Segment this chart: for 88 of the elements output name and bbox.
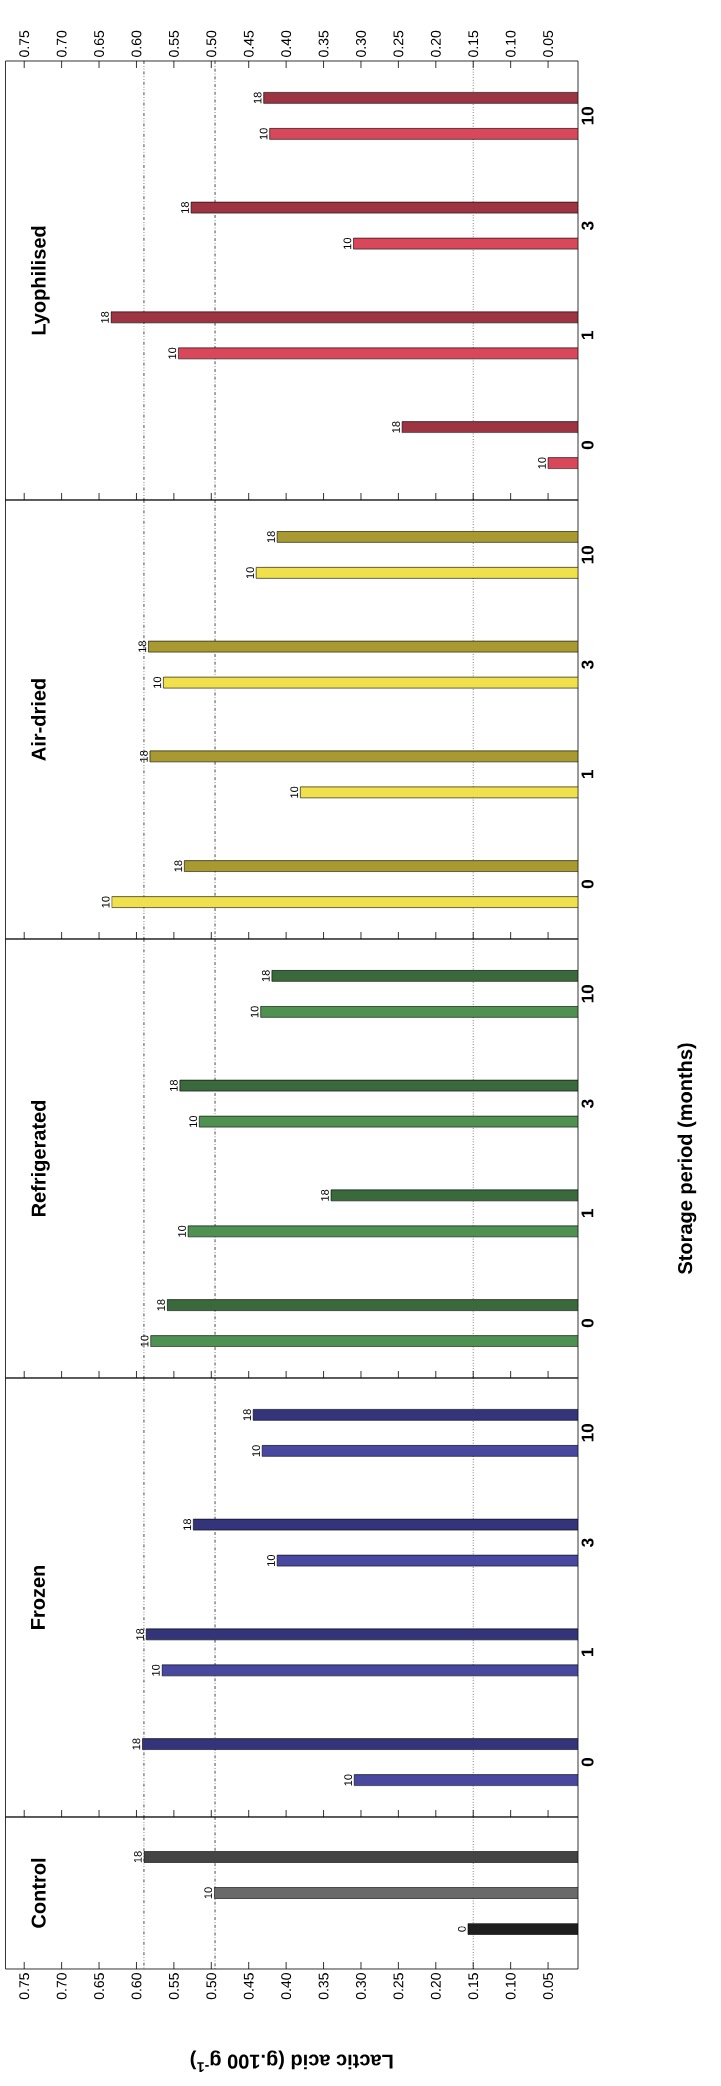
text: 10 <box>140 1335 149 1347</box>
x-tick-label: 0.60 <box>131 1973 142 2000</box>
x-tick-label: 0.10 <box>505 30 516 57</box>
x-tick-label: 0.55 <box>168 30 179 57</box>
x-tick-label: 0.20 <box>430 1973 441 2000</box>
x-tick-label: 0.70 <box>56 30 67 57</box>
text: 10 <box>259 128 268 140</box>
text: Refrigerated <box>31 1100 50 1217</box>
y-axis-title: Storage period (months) <box>677 1043 697 1275</box>
x-tick-label: 0.45 <box>243 1973 254 2000</box>
x-tick-label: 0.25 <box>393 30 404 57</box>
x-tick-label: 0.65 <box>94 30 104 57</box>
text: 18 <box>133 1851 142 1863</box>
y-tick-label: 10 <box>581 985 594 1003</box>
x-tick-label: 0.20 <box>430 30 441 57</box>
text: 18 <box>136 1628 144 1640</box>
text: Frozen <box>31 1565 45 1629</box>
x-tick-label: 0.05 <box>543 1973 554 2000</box>
text: Control <box>31 1858 46 1928</box>
y-tick-label: 3 <box>581 221 594 230</box>
text: 18 <box>392 421 400 433</box>
y-tick-label: 10 <box>581 546 594 564</box>
text: 10 <box>267 1554 275 1566</box>
text: 18 <box>138 640 147 652</box>
y-tick-label: 0 <box>581 441 594 450</box>
x-tick-label: 0.45 <box>243 30 254 57</box>
text: 0 <box>458 1926 466 1932</box>
y-tick-label: 1 <box>581 1209 594 1218</box>
text: 18 <box>157 1299 165 1311</box>
text: 10 <box>250 1006 259 1018</box>
text: 18 <box>321 1189 329 1201</box>
text: 10 <box>178 1225 186 1237</box>
text: 10 <box>151 1664 160 1676</box>
text: 18 <box>183 1518 192 1530</box>
x-tick-label: 0.30 <box>356 1973 366 2000</box>
text: Lyophilised <box>31 226 50 335</box>
text: 18 <box>132 1738 141 1750</box>
x-axis-title: Lactic acid (g.100 g$^{-1}$) <box>190 2050 393 2072</box>
x-tick-label: 0.15 <box>468 1973 479 2000</box>
text: 10 <box>189 1115 198 1127</box>
text: 10 <box>343 237 352 249</box>
text: 18 <box>174 860 183 872</box>
x-tick-label: 0.25 <box>393 1973 404 2000</box>
text: 10 <box>168 347 177 359</box>
x-tick-label: 0.55 <box>168 1973 179 2000</box>
x-tick-label: 0.50 <box>206 1973 217 2000</box>
text: 10 <box>204 1887 213 1899</box>
text: 18 <box>169 1079 178 1091</box>
x-tick-label: 0.75 <box>19 1973 30 2000</box>
text: 18 <box>181 201 189 213</box>
x-tick-label: 0.15 <box>468 30 479 57</box>
y-tick-label: 0 <box>581 1319 594 1328</box>
text: 10 <box>246 567 254 579</box>
x-tick-label: 0.50 <box>206 30 217 57</box>
text: 10 <box>153 676 162 688</box>
text: 18 <box>267 531 275 543</box>
x-tick-label: 0.30 <box>356 30 366 57</box>
x-tick-label: 0.10 <box>505 1973 516 2000</box>
y-tick-label: 0 <box>581 1758 594 1767</box>
text: 18 <box>139 750 148 762</box>
y-tick-label: 0 <box>581 880 594 889</box>
x-tick-label: 0.35 <box>318 30 329 57</box>
y-tick-label: 1 <box>581 1648 594 1657</box>
y-tick-label: 3 <box>581 660 594 669</box>
x-tick-label: 0.65 <box>94 1973 104 2000</box>
y-tick-label: 1 <box>581 770 594 779</box>
x-tick-label: 0.05 <box>543 30 554 57</box>
x-tick-label: 0.70 <box>56 1973 67 2000</box>
text: 10 <box>538 457 546 469</box>
x-tick-label: 0.35 <box>318 1973 329 2000</box>
y-tick-label: 1 <box>581 331 594 340</box>
y-tick-label: 10 <box>581 107 594 125</box>
text: 10 <box>101 896 110 908</box>
y-tick-label: 3 <box>581 1538 594 1547</box>
x-tick-label: 0.60 <box>131 30 142 57</box>
text: 10 <box>252 1445 260 1457</box>
text: 10 <box>344 1774 353 1786</box>
text: 18 <box>101 311 109 323</box>
y-tick-label: 3 <box>581 1099 594 1108</box>
x-tick-label: 0.75 <box>19 30 30 57</box>
x-tick-label: 0.40 <box>281 1973 292 2000</box>
text: 18 <box>261 970 270 982</box>
text: 18 <box>253 92 262 104</box>
text: 10 <box>290 786 299 798</box>
text: 18 <box>243 1409 252 1421</box>
y-tick-label: 10 <box>581 1424 594 1442</box>
x-tick-label: 0.40 <box>281 30 292 57</box>
text: Air-dried <box>31 679 46 761</box>
